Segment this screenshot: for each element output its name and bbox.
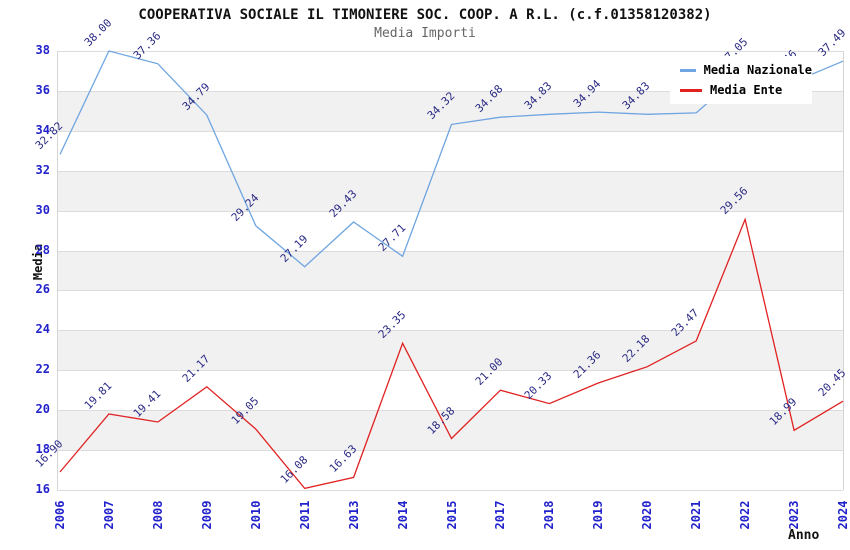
- background-band: [57, 330, 843, 371]
- legend-item-media-nazionale: Media Nazionale: [670, 63, 812, 77]
- x-axis-label: Anno: [788, 528, 820, 543]
- media-nazionale-line-icon: [680, 68, 696, 72]
- gridline: [57, 170, 843, 172]
- gridline: [57, 490, 843, 491]
- y-tick-label: 38: [35, 43, 50, 57]
- chart-title: COOPERATIVA SOCIALE IL TIMONIERE SOC. CO…: [138, 7, 712, 23]
- gridline: [57, 370, 843, 372]
- y-tick-label: 18: [35, 442, 50, 457]
- legend-item-media-ente: Media Ente: [670, 83, 812, 97]
- legend-label-media-nazionale: Media Nazionale: [703, 63, 812, 77]
- y-tick-label: 36: [35, 82, 50, 97]
- y-tick-label: 28: [35, 242, 50, 257]
- y-tick-label: 30: [35, 202, 50, 217]
- y-tick-label: 34: [35, 122, 50, 137]
- y-tick-label: 26: [35, 282, 50, 297]
- gridline: [57, 210, 843, 212]
- gridline: [57, 330, 843, 332]
- y-tick-label: 24: [35, 322, 50, 337]
- y-tick-label: 16: [35, 482, 50, 496]
- plot-left-border: [57, 51, 58, 490]
- chart-subtitle: Media Importi: [374, 26, 476, 41]
- gridline: [57, 90, 843, 92]
- series-line-media-ente: [59, 217, 844, 490]
- background-band: [57, 250, 843, 291]
- y-tick-label: 20: [35, 402, 50, 417]
- gridline: [57, 450, 843, 452]
- gridline: [57, 130, 843, 132]
- y-tick-label: 22: [35, 362, 50, 377]
- legend-label-media-ente: Media Ente: [710, 83, 783, 97]
- y-tick-label: 32: [35, 162, 50, 177]
- gridline: [57, 290, 843, 292]
- background-band: [57, 410, 843, 451]
- background-band: [57, 170, 843, 211]
- plot-right-border: [843, 51, 844, 490]
- gridline: [57, 250, 843, 252]
- gridline: [57, 410, 843, 412]
- legend: Media Nazionale Media Ente: [670, 56, 812, 104]
- gridline: [57, 51, 843, 52]
- media-ente-line-icon: [680, 88, 702, 92]
